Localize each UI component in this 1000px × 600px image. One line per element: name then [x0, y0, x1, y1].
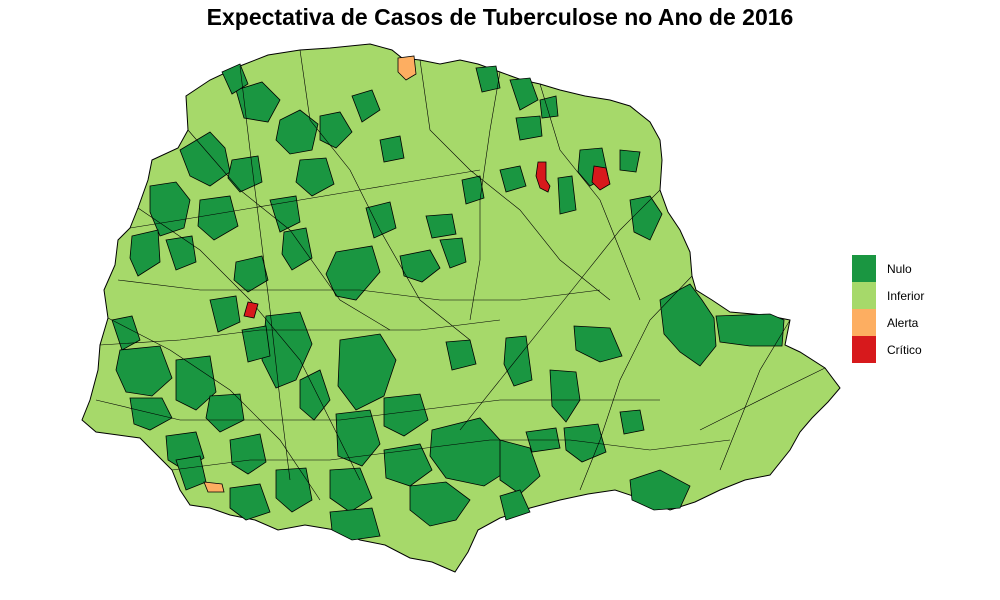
- legend-item-inferior: Inferior: [852, 282, 924, 309]
- legend-label-inferior: Inferior: [887, 288, 925, 303]
- legend-label-nulo: Nulo: [887, 261, 912, 276]
- legend-label-critico: Crítico: [887, 342, 922, 357]
- legend-item-critico: Crítico: [852, 336, 924, 363]
- district-borders: [95, 49, 826, 501]
- legend-item-alerta: Alerta: [852, 309, 924, 336]
- alerta-districts: [203, 55, 417, 493]
- map-title: Expectativa de Casos de Tuberculose no A…: [206, 4, 794, 30]
- legend-item-nulo: Nulo: [852, 255, 924, 282]
- legend-swatch-nulo: [852, 255, 876, 282]
- nulo-districts: [111, 63, 785, 541]
- state-outline: [81, 43, 841, 573]
- map-legend: Nulo Inferior Alerta Crítico: [852, 255, 924, 363]
- legend-swatch-alerta: [852, 309, 876, 336]
- critico-districts: [243, 161, 611, 319]
- legend-label-alerta: Alerta: [887, 315, 919, 330]
- legend-swatch-inferior: [852, 282, 876, 309]
- legend-swatch-critico: [852, 336, 876, 363]
